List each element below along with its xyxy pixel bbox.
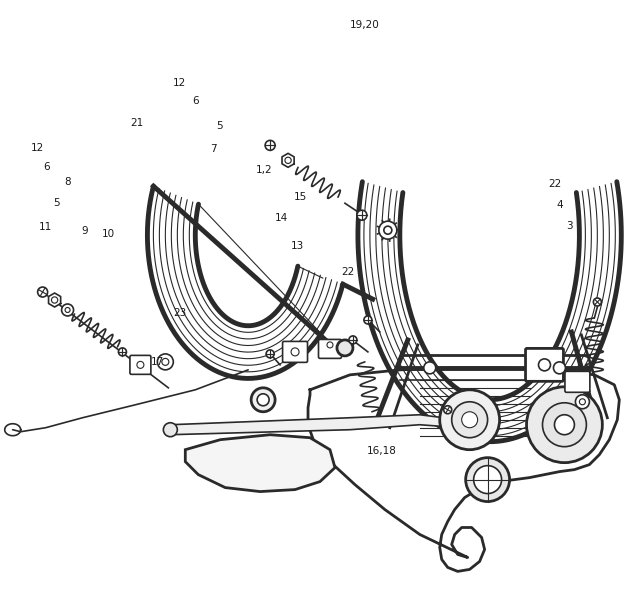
FancyBboxPatch shape <box>565 371 590 392</box>
Circle shape <box>349 336 357 344</box>
Text: 15: 15 <box>294 192 307 202</box>
Circle shape <box>65 307 70 312</box>
Text: 21: 21 <box>130 117 144 128</box>
Circle shape <box>257 394 269 406</box>
Circle shape <box>554 415 575 434</box>
Circle shape <box>542 403 586 447</box>
Circle shape <box>251 388 275 412</box>
Text: 23: 23 <box>173 308 186 318</box>
Circle shape <box>384 226 392 234</box>
Text: 3: 3 <box>566 221 573 231</box>
Circle shape <box>119 348 126 356</box>
Circle shape <box>579 399 585 404</box>
Text: 11: 11 <box>39 222 51 232</box>
Polygon shape <box>170 415 460 434</box>
Circle shape <box>157 354 173 370</box>
Circle shape <box>424 362 436 374</box>
Circle shape <box>285 157 291 164</box>
Text: 10: 10 <box>102 229 115 239</box>
Circle shape <box>474 466 502 494</box>
Text: 1,2: 1,2 <box>255 165 272 175</box>
FancyBboxPatch shape <box>526 348 563 381</box>
Text: 8: 8 <box>64 177 70 187</box>
Text: 22: 22 <box>549 178 562 189</box>
Text: 22: 22 <box>341 267 354 277</box>
Circle shape <box>538 359 551 371</box>
Text: 12: 12 <box>173 78 186 88</box>
Circle shape <box>462 412 478 428</box>
Circle shape <box>444 406 451 414</box>
Polygon shape <box>185 434 335 492</box>
Circle shape <box>379 221 397 239</box>
FancyBboxPatch shape <box>130 356 151 375</box>
Text: 19,20: 19,20 <box>350 20 380 30</box>
Circle shape <box>451 402 488 437</box>
Circle shape <box>162 359 169 365</box>
Circle shape <box>265 141 275 150</box>
FancyBboxPatch shape <box>283 342 307 362</box>
Circle shape <box>364 316 372 324</box>
Circle shape <box>62 304 74 316</box>
Circle shape <box>337 340 353 356</box>
Text: 7: 7 <box>210 144 217 154</box>
Circle shape <box>575 395 589 409</box>
Circle shape <box>465 458 509 502</box>
Circle shape <box>137 361 144 368</box>
Text: 14: 14 <box>275 213 288 224</box>
Text: 17: 17 <box>151 357 164 367</box>
Text: 5: 5 <box>53 198 60 208</box>
Circle shape <box>357 210 367 220</box>
Circle shape <box>291 348 299 356</box>
Circle shape <box>526 387 603 463</box>
Text: 4: 4 <box>557 200 563 210</box>
Text: 12: 12 <box>31 143 44 153</box>
Text: 16,18: 16,18 <box>367 445 397 456</box>
Text: 6: 6 <box>43 161 50 172</box>
Polygon shape <box>48 293 61 307</box>
Circle shape <box>266 350 274 358</box>
Circle shape <box>593 298 601 306</box>
Text: 9: 9 <box>82 226 88 236</box>
Circle shape <box>554 362 565 374</box>
FancyBboxPatch shape <box>319 340 342 359</box>
Polygon shape <box>282 153 294 167</box>
Text: 5: 5 <box>216 120 223 131</box>
Circle shape <box>37 287 48 297</box>
Circle shape <box>51 297 58 303</box>
Text: 6: 6 <box>192 97 199 106</box>
Circle shape <box>327 342 333 348</box>
Circle shape <box>163 423 177 437</box>
Text: 13: 13 <box>291 241 304 251</box>
Circle shape <box>439 390 500 450</box>
